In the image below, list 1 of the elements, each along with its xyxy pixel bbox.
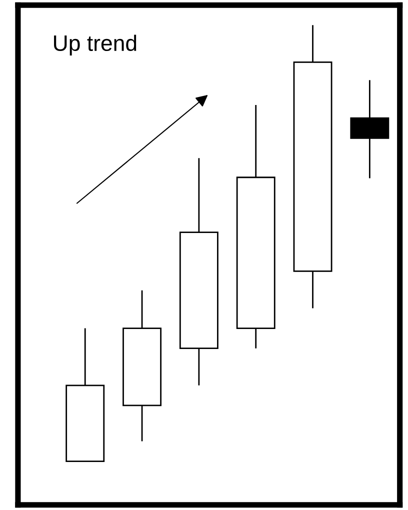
annotation: Up trend — [54, 34, 136, 56]
